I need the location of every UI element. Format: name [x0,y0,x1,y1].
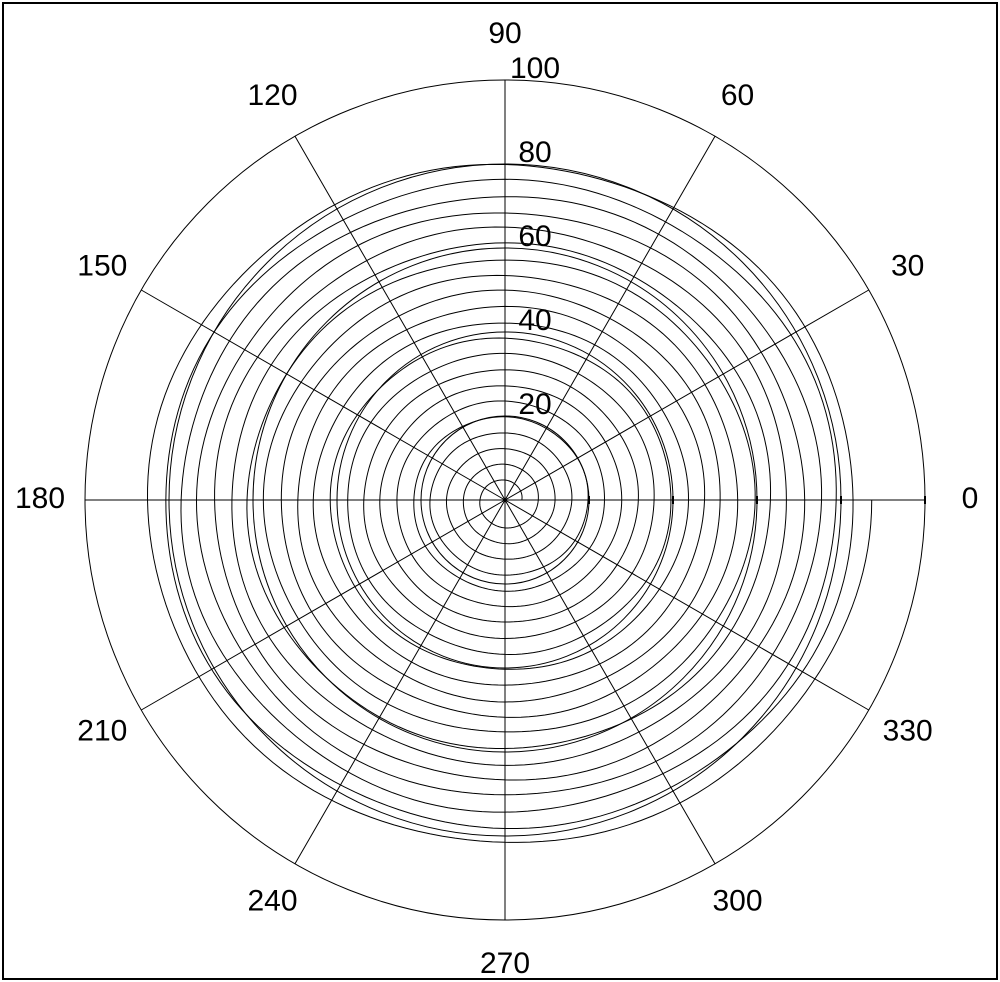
radial-label-20: 20 [518,388,551,421]
angle-label-240: 240 [247,885,297,918]
polar-chart: 0 30 60 90 120 150 180 210 240 270 300 330 20 40 60 80 1… [0,0,1000,982]
radial-label-40: 40 [518,304,551,337]
angle-label-180: 180 [15,482,65,515]
radial-label-80: 80 [518,136,551,169]
angle-label-270: 270 [480,947,530,980]
radial-label-60: 60 [518,220,551,253]
angle-label-120: 120 [247,79,297,112]
angle-label-60: 60 [721,79,754,112]
angle-label-330: 330 [883,714,933,747]
polar-chart-container: 0 30 60 90 120 150 180 210 240 270 300 330 20 40 60 80 1… [0,0,1000,982]
radial-label-100: 100 [510,52,560,85]
angle-label-150: 150 [77,249,127,282]
angle-label-300: 300 [712,885,762,918]
angle-label-90: 90 [488,17,521,50]
angle-label-0: 0 [962,482,979,515]
angle-label-30: 30 [891,249,924,282]
angle-label-210: 210 [77,714,127,747]
